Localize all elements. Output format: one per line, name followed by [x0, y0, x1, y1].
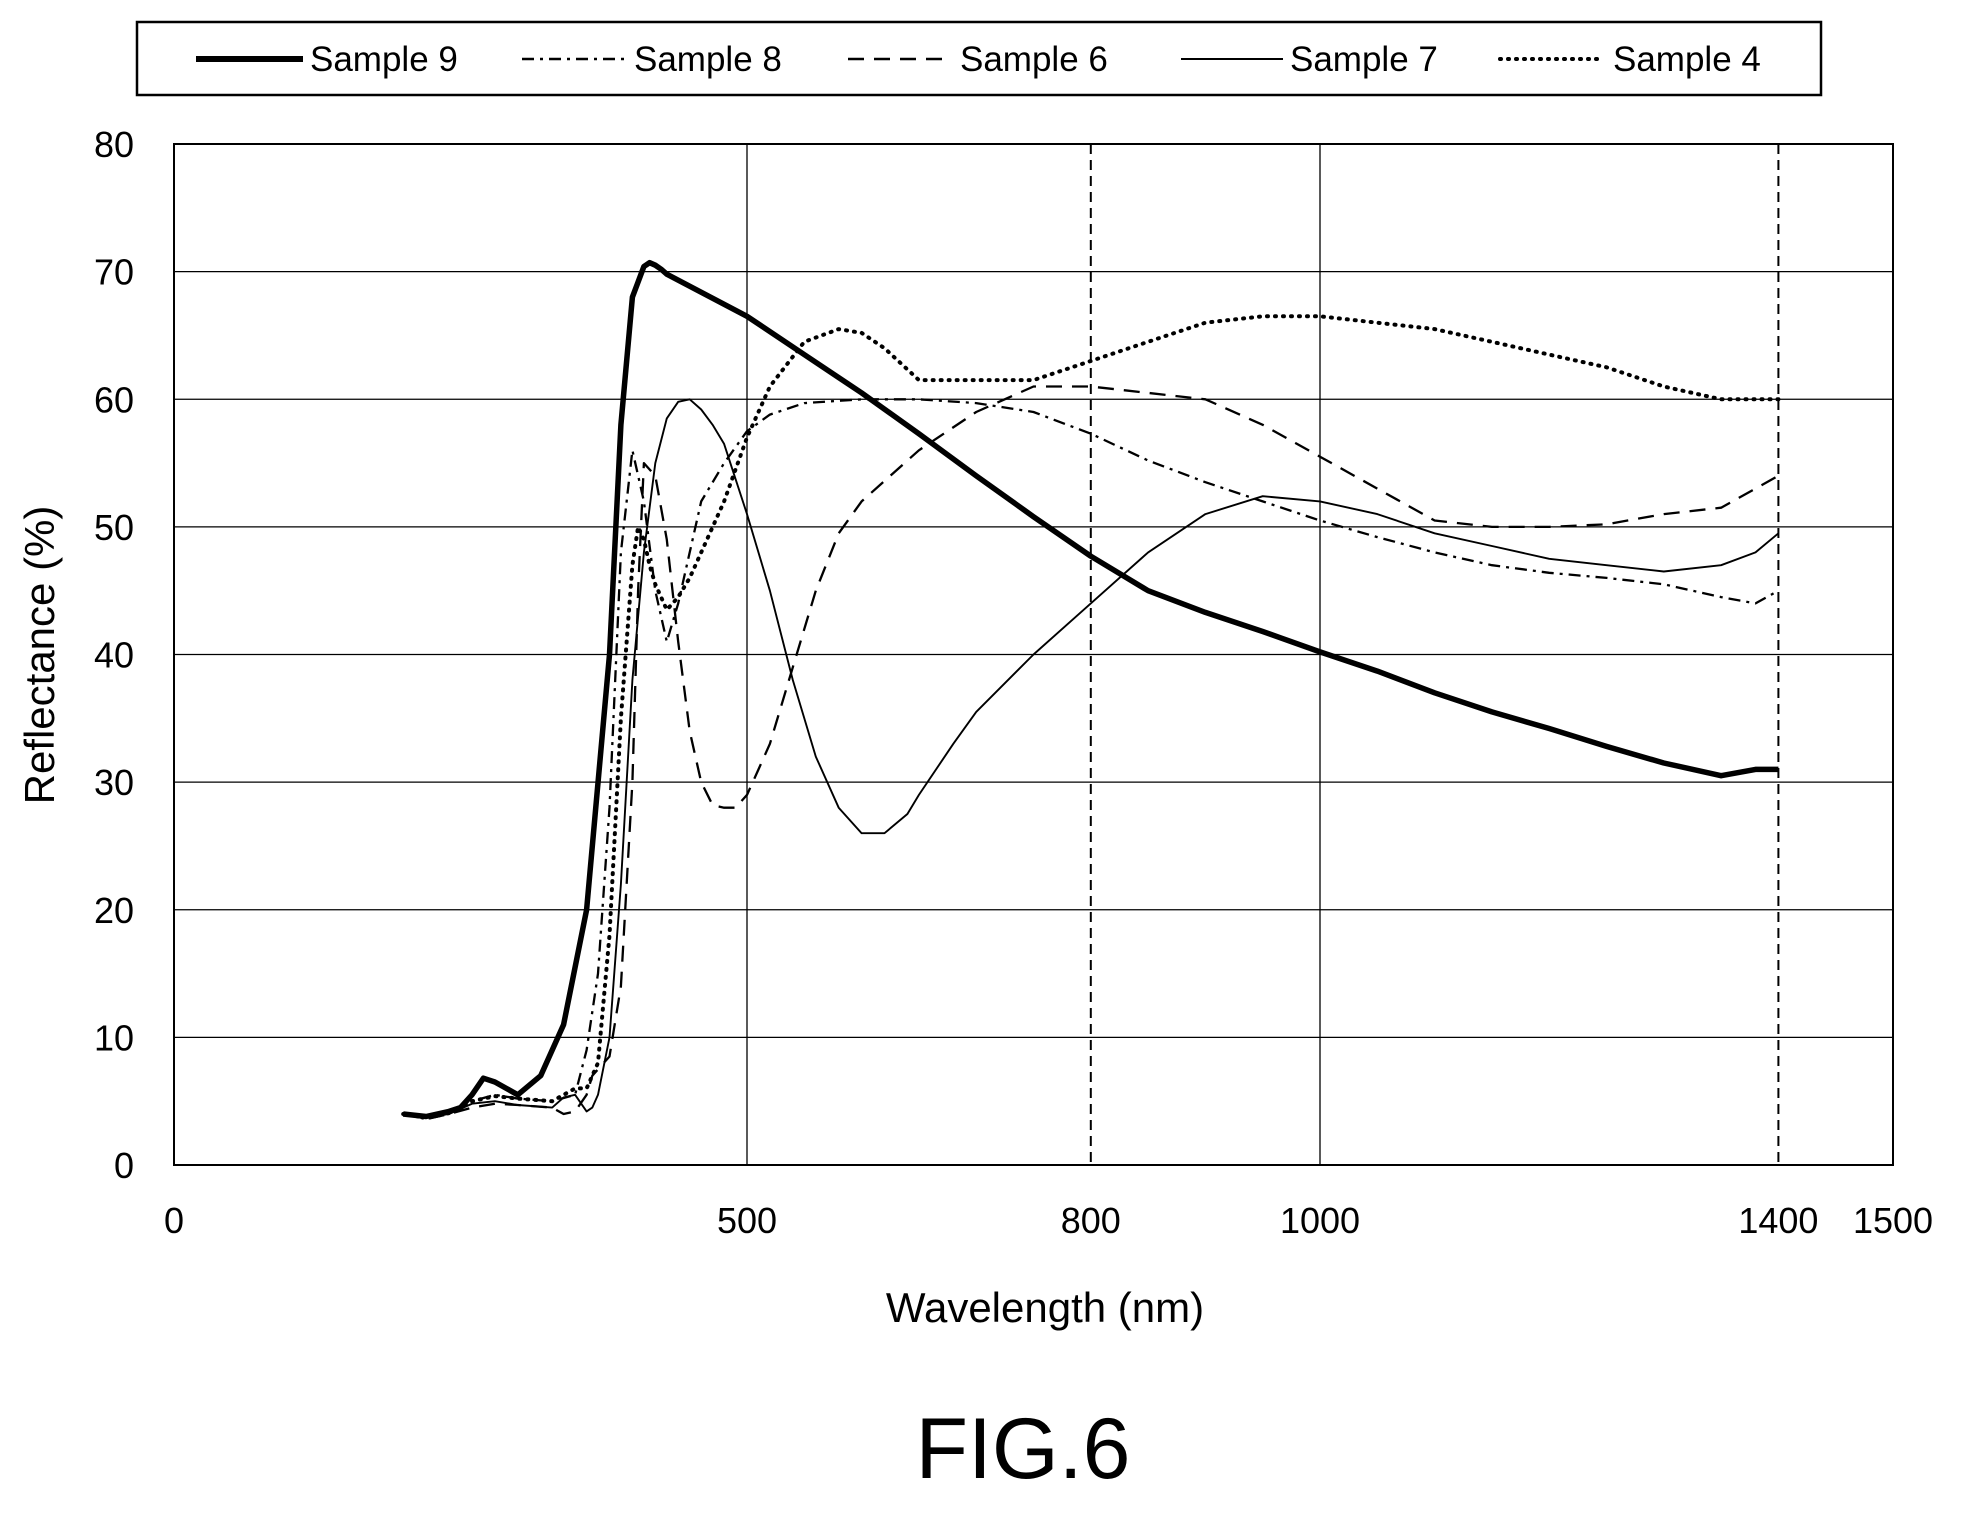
figure-caption: FIG.6	[915, 1401, 1130, 1497]
x-tick-label-0: 0	[164, 1200, 184, 1241]
y-axis-title: Reflectance (%)	[16, 506, 63, 805]
series-line-sample-6	[402, 385, 1779, 1121]
y-tick-label-40: 40	[94, 635, 134, 676]
series-line-sample-9	[402, 259, 1779, 1120]
x-tick-label-500: 500	[717, 1200, 777, 1241]
x-tick-label-800: 800	[1061, 1200, 1121, 1241]
y-tick-label-10: 10	[94, 1017, 134, 1058]
x-tick-label-1000: 1000	[1280, 1200, 1360, 1241]
x-tick-label-1500: 1500	[1853, 1200, 1933, 1241]
y-tick-label-0: 0	[114, 1145, 134, 1186]
series-line-sample-4	[401, 314, 1781, 1119]
x-tick-label-1400: 1400	[1738, 1200, 1818, 1241]
plot-area	[173, 143, 1894, 1166]
legend-label-sample-9: Sample 9	[310, 40, 458, 79]
y-tick-label-50: 50	[94, 507, 134, 548]
legend-label-sample-8: Sample 8	[634, 40, 782, 79]
y-tick-label-20: 20	[94, 890, 134, 931]
grid	[174, 144, 1893, 1165]
legend-item-sample-8: Sample 8	[522, 40, 782, 79]
y-tick-label-60: 60	[94, 379, 134, 420]
legend-item-sample-9: Sample 9	[196, 40, 458, 79]
y-tick-label-70: 70	[94, 252, 134, 293]
y-tick-label-30: 30	[94, 762, 134, 803]
legend-item-sample-7: Sample 7	[1181, 40, 1438, 79]
series-line-sample-8	[402, 398, 1779, 1121]
y-tick-label-80: 80	[94, 124, 134, 165]
legend-label-sample-7: Sample 7	[1290, 40, 1438, 79]
x-axis-title: Wavelength (nm)	[886, 1284, 1204, 1331]
series-line-sample-7	[403, 398, 1780, 1119]
legend-label-sample-6: Sample 6	[960, 40, 1108, 79]
legend-item-sample-6: Sample 6	[848, 40, 1108, 79]
series-lines	[401, 259, 1781, 1121]
legend: Sample 9 Sample 8 Sample 6 Sample 7 Samp…	[135, 20, 1823, 97]
legend-label-sample-4: Sample 4	[1613, 40, 1761, 79]
legend-item-sample-4: Sample 4	[1498, 40, 1761, 79]
